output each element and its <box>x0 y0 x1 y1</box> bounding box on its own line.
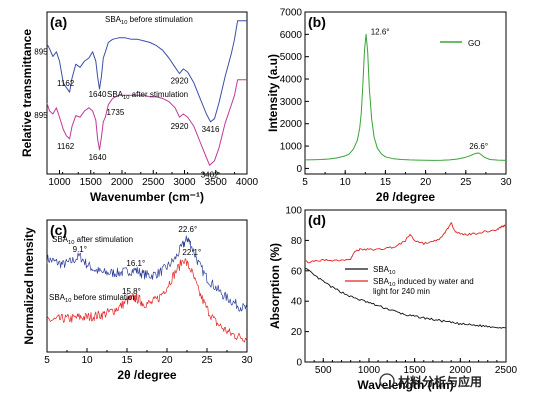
y-axis-label: Absorption (%) <box>268 243 282 329</box>
watermark-logo-icon <box>379 373 395 389</box>
x-tick-label: 20 <box>161 355 173 366</box>
annotation-label: 2920 <box>171 77 189 86</box>
x-tick-label: 4000 <box>236 177 259 188</box>
panel-label: (d) <box>308 212 326 228</box>
series-line-1 <box>46 258 248 343</box>
annotation-label: 895 <box>34 47 48 56</box>
x-tick-label: 3500 <box>205 177 228 188</box>
x-tick-label: 20 <box>420 177 432 188</box>
x-axis-label: Wavenumber (cm⁻¹) <box>90 190 204 204</box>
annotation-label: 9.1° <box>73 245 87 254</box>
legend-label-0: SBA10 <box>373 265 395 276</box>
x-tick-label: 2000 <box>449 365 472 376</box>
annotation-label: 12.6° <box>371 27 390 36</box>
y-tick-label: 6000 <box>280 30 303 41</box>
y-tick-label: 100 <box>285 206 302 217</box>
panel-label: (c) <box>50 222 67 238</box>
x-tick-label: 30 <box>241 355 253 366</box>
annotation-label: 1640 <box>89 153 107 162</box>
annotation-label: 895 <box>34 111 48 120</box>
y-tick-label: 4000 <box>280 75 303 86</box>
y-axis-label: Intensity (a.u) <box>266 54 280 132</box>
x-tick-label: 3000 <box>173 177 196 188</box>
x-tick-label: 15 <box>121 355 133 366</box>
panel-a: 1000 1500 2000 2500 3000 3500 4000 Wavenumber (… <box>20 11 259 204</box>
series-line-0 <box>304 268 507 329</box>
y-axis-label: Relative transmittance <box>20 29 34 157</box>
plot-frame <box>304 209 507 363</box>
annotation-label: 1640 <box>89 90 107 99</box>
annotation-label: 16.1° <box>126 259 145 268</box>
panel-d: 500 1000 1500 2000 2500 0 20 40 60 80 100 Wavelengt… <box>268 206 518 393</box>
legend-label: GO <box>468 39 480 48</box>
x-axis-label: 2θ /degree <box>117 368 177 382</box>
legend: GO <box>440 39 480 48</box>
series-line-1 <box>46 79 247 166</box>
x-tick-label: 10 <box>340 177 352 188</box>
y-tick-label: 0 <box>296 358 302 369</box>
x-tick-label: 1500 <box>80 177 103 188</box>
annotation-label: 3416 <box>202 125 220 134</box>
x-tick-label: 5 <box>44 355 50 366</box>
x-tick-label: 500 <box>315 365 332 376</box>
x-axis-label: Wavelength (nm) <box>357 378 453 392</box>
x-tick-label: 10 <box>81 355 93 366</box>
y-tick-label: 7000 <box>280 8 303 19</box>
legend-label-1: SBA10 induced by water and <box>373 277 474 288</box>
y-tick-label: 60 <box>291 266 303 277</box>
x-tick-label: 2000 <box>111 177 134 188</box>
y-tick-label: 80 <box>291 236 303 247</box>
y-tick-label: 20 <box>291 327 303 338</box>
x-tick-label: 5 <box>302 177 308 188</box>
panel-label: (a) <box>50 14 67 30</box>
y-tick-label: 2000 <box>280 119 303 130</box>
series-line-0 <box>46 235 248 312</box>
y-tick-label: 1000 <box>280 142 303 153</box>
watermark: 材料分析与应用 <box>379 373 482 389</box>
x-tick-label: 1000 <box>358 365 381 376</box>
x-tick-label: 2500 <box>495 365 518 376</box>
y-tick-label: 0 <box>296 164 302 175</box>
x-tick-label: 1000 <box>48 177 71 188</box>
x-tick-label: 25 <box>201 355 213 366</box>
y-tick-label: 3000 <box>280 97 303 108</box>
annotation-label: 2920 <box>171 122 189 131</box>
plot-frame <box>46 11 248 175</box>
annotation-label: 15.8° <box>122 287 141 296</box>
y-tick-label: 5000 <box>280 52 303 63</box>
x-axis-label: 2θ /degree <box>376 190 436 204</box>
annotation-label: 1162 <box>57 142 75 151</box>
series-label-before: SBA10 before stimulation <box>49 293 137 304</box>
panel-c: 5 10 15 20 25 30 2θ /degree Normalized Intensit… <box>22 219 253 382</box>
panel-b: 5 10 15 20 25 30 0 1000 2000 3000 4000 5000 6000 7000… <box>266 8 512 205</box>
series-line-1 <box>304 222 507 264</box>
series-label-after: SBA10 after stimulation <box>52 235 133 246</box>
annotation-label: 1162 <box>57 79 75 88</box>
x-tick-label: 30 <box>500 177 512 188</box>
watermark-text: 材料分析与应用 <box>397 374 482 389</box>
x-tick-label: 25 <box>460 177 472 188</box>
y-axis-label: Normalized Intensity <box>22 227 36 345</box>
series-label-after: SBA10 after stimulation <box>107 90 188 101</box>
series-line-0 <box>46 20 247 123</box>
panel-label: (b) <box>308 14 326 30</box>
legend-label-1-cont: light for 240 min <box>373 287 430 296</box>
series-line-0 <box>304 33 507 161</box>
annotation-label: 26.6° <box>469 142 488 151</box>
annotation-label: 1735 <box>107 108 125 117</box>
series-label-before: SBA10 before stimulation <box>105 15 193 26</box>
x-tick-label: 1500 <box>404 365 427 376</box>
y-tick-label: 40 <box>291 297 303 308</box>
annotation-label: 22.1° <box>182 248 201 257</box>
x-tick-label: 2500 <box>142 177 165 188</box>
x-tick-label: 15 <box>380 177 392 188</box>
annotation-label: 3402 <box>201 170 219 179</box>
annotation-label: 22.6° <box>178 225 197 234</box>
